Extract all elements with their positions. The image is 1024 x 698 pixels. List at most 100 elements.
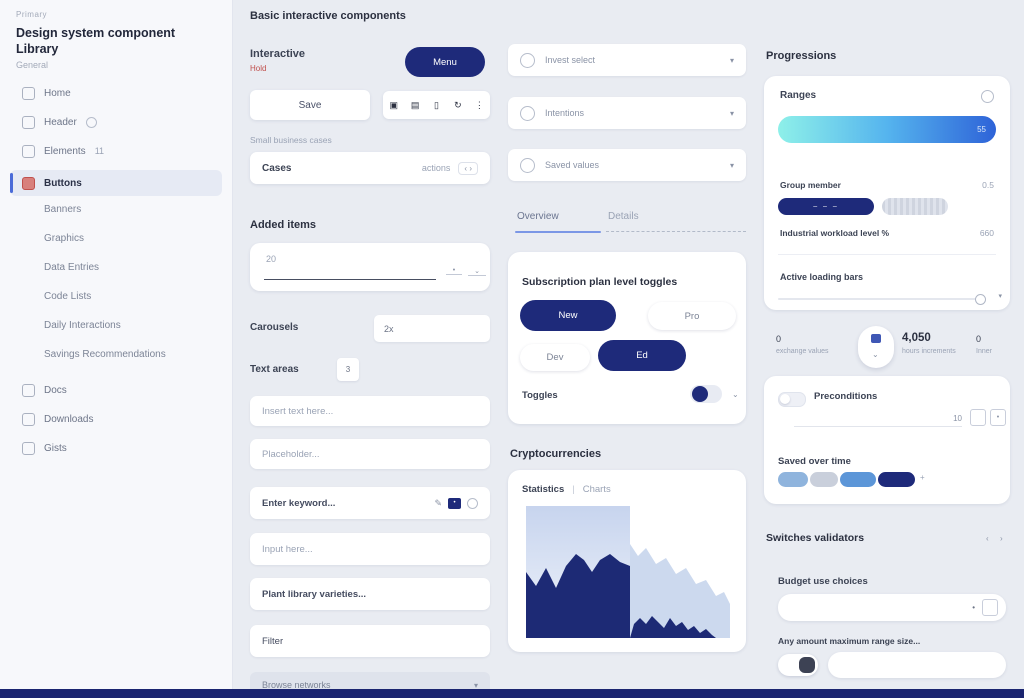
segment-navy[interactable]: [878, 472, 915, 487]
image-icon[interactable]: •: [448, 497, 461, 509]
sidebar-subitem-graphics[interactable]: Graphics: [44, 233, 85, 244]
text-input-5[interactable]: Plant library varieties...: [250, 578, 490, 610]
preconditions-card: Preconditions 10 • Saved over time +: [764, 376, 1010, 504]
toolbar-rows-icon[interactable]: ▤: [404, 91, 425, 119]
sidebar-item-gists[interactable]: Gists: [10, 435, 222, 461]
chevron-down-icon: ▾: [998, 293, 1002, 300]
saved-over-time-label: Saved over time: [778, 456, 851, 467]
grid-icon[interactable]: •: [990, 409, 1006, 426]
stepper-circle-button[interactable]: ⌄: [858, 326, 894, 368]
text-input-6[interactable]: Filter: [250, 625, 490, 657]
pill-pro-button[interactable]: Pro: [648, 302, 736, 330]
gists-icon: [22, 441, 35, 455]
select-label: Intentions: [545, 108, 585, 118]
slider-handle[interactable]: [975, 294, 986, 305]
pill-ed-button[interactable]: Ed: [598, 340, 686, 371]
text-input-1[interactable]: Insert text here...: [250, 396, 490, 426]
underline-field-value[interactable]: 20: [266, 254, 277, 264]
text-input-2[interactable]: Placeholder...: [250, 439, 490, 469]
segment-blue[interactable]: [840, 472, 876, 487]
sidebar-item-buttons[interactable]: Buttons: [10, 170, 222, 196]
sidebar-subitem-data-entries[interactable]: Data Entries: [44, 262, 100, 273]
textareas-label: Text areas: [250, 364, 299, 375]
sidebar-item-home[interactable]: Home: [10, 80, 222, 106]
copy-icon[interactable]: [970, 409, 986, 426]
active-indicator: [10, 173, 13, 193]
pill-dev-button[interactable]: Dev: [520, 344, 590, 371]
toggle-label: Toggles: [522, 390, 558, 401]
divider: [778, 254, 996, 255]
budget-input[interactable]: •: [778, 594, 1006, 621]
toolbar-refresh-icon[interactable]: ↻: [447, 91, 468, 119]
preconditions-input[interactable]: 10: [794, 414, 962, 427]
pill-new-button[interactable]: New: [520, 300, 616, 331]
select-label: Saved values: [545, 160, 600, 170]
square-icon: [871, 334, 881, 343]
tab-overview[interactable]: Overview: [517, 211, 559, 222]
sidebar-subitem-code-lists[interactable]: Code Lists: [44, 291, 92, 302]
calendar-icon[interactable]: [982, 599, 998, 616]
dash-pill-gray[interactable]: [882, 198, 948, 215]
ranges-card: Ranges 55 Group member 0.5 – – – Industr…: [764, 76, 1010, 310]
menu-button[interactable]: Menu: [405, 47, 485, 77]
interactive-label: Interactive: [250, 48, 306, 60]
dash-pill-dark[interactable]: – – –: [778, 198, 874, 215]
toggle-knob: [692, 386, 708, 402]
toolbar-more-icon[interactable]: ⋮: [469, 91, 490, 119]
stepper-control[interactable]: ‹ ›: [458, 161, 478, 175]
sidebar-item-downloads[interactable]: Downloads: [10, 406, 222, 432]
segment-gray[interactable]: [810, 472, 838, 487]
sidebar-subitem-daily-interactions[interactable]: Daily Interactions: [44, 320, 121, 331]
sidebar-item-docs[interactable]: Docs: [10, 377, 222, 403]
sidebar-item-header[interactable]: Header: [10, 109, 222, 135]
cases-bar[interactable]: Cases actions ‹ ›: [250, 152, 490, 184]
mini-toggle[interactable]: [778, 392, 806, 407]
text-input-4[interactable]: Input here...: [250, 533, 490, 565]
elements-icon: [22, 144, 35, 158]
select-intentions[interactable]: Intentions ▾: [508, 97, 746, 129]
chart-tab-charts[interactable]: Charts: [582, 484, 611, 495]
chevron-left-icon[interactable]: ‹: [464, 163, 468, 173]
help-icon[interactable]: [467, 497, 478, 509]
chevron-small-icon[interactable]: ⌄: [732, 390, 739, 399]
textareas-counter-box[interactable]: 3: [337, 358, 359, 381]
sidebar-item-elements[interactable]: Elements 11: [10, 138, 222, 164]
sidebar-section-label: General: [16, 60, 49, 70]
save-button[interactable]: Save: [250, 90, 370, 120]
chevron-left-icon[interactable]: ‹: [986, 534, 989, 543]
cases-bar-label: Cases: [262, 162, 292, 174]
underline-dot-control[interactable]: •: [446, 267, 462, 275]
pencil-icon[interactable]: ✎: [434, 497, 442, 508]
sidebar-subitem-banners[interactable]: Banners: [44, 204, 82, 215]
plus-icon[interactable]: +: [920, 473, 925, 482]
text-input-3[interactable]: Enter keyword... ✎ •: [250, 487, 490, 519]
tab-divider: |: [572, 484, 575, 495]
tab-details[interactable]: Details: [608, 211, 639, 222]
chevron-right-icon[interactable]: ›: [1000, 534, 1003, 543]
slider-track[interactable]: [778, 298, 976, 300]
range-toggle-knob: [799, 657, 815, 673]
select-saved-values[interactable]: Saved values ▾: [508, 149, 746, 181]
range-size-input[interactable]: [828, 652, 1006, 678]
sidebar-subitem-savings-recommendations[interactable]: Savings Recommendations: [44, 349, 166, 360]
info-icon[interactable]: [981, 90, 994, 103]
toolbar-grid-icon[interactable]: ▣: [383, 91, 404, 119]
range-toggle[interactable]: [778, 654, 818, 676]
chart-tab-statistics[interactable]: Statistics: [522, 484, 565, 495]
stat-3-label: Inner: [976, 348, 992, 355]
gradient-range-slider[interactable]: 55: [778, 116, 996, 143]
select-invest[interactable]: Invest select ▾: [508, 44, 746, 76]
cases-bar-actions-label: actions: [421, 163, 451, 173]
dropdown-label: Browse networks: [262, 680, 331, 690]
toggle-switch[interactable]: [690, 385, 722, 403]
toolbar-frame-icon[interactable]: ▯: [426, 91, 447, 119]
carousels-label: Carousels: [250, 322, 299, 333]
segment-lightblue[interactable]: [778, 472, 808, 487]
dot-icon: •: [972, 603, 975, 612]
chevron-right-icon[interactable]: ›: [469, 163, 472, 173]
carousels-input[interactable]: 2x: [374, 315, 490, 342]
range-value: 55: [977, 125, 986, 134]
underline-caret-control[interactable]: ⌄: [468, 267, 486, 276]
column-progress: Progressions Ranges 55 Group member 0.5 …: [764, 0, 1014, 698]
underline-field-card: 20 • ⌄: [250, 243, 490, 291]
